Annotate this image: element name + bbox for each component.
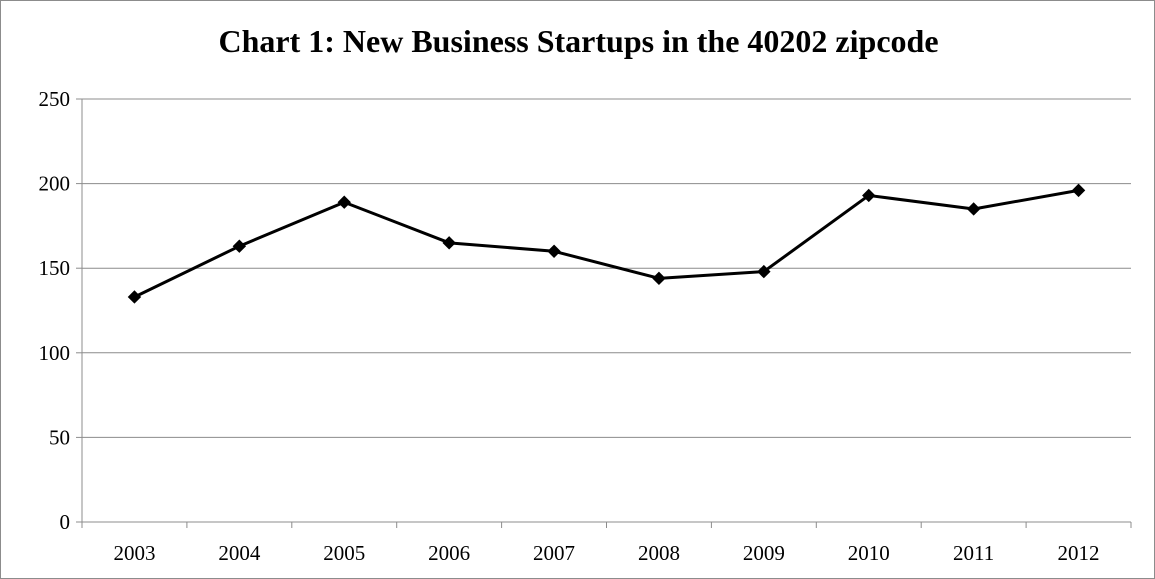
x-tick-label-2008: 2008 <box>638 541 680 565</box>
y-tick-label-200: 200 <box>39 172 71 196</box>
data-point-2011 <box>966 202 981 216</box>
x-tick-label-2005: 2005 <box>323 541 365 565</box>
x-tick-label-2011: 2011 <box>953 541 994 565</box>
x-tick-label-2007: 2007 <box>533 541 575 565</box>
x-tick-label-2006: 2006 <box>428 541 470 565</box>
y-tick-label-250: 250 <box>39 87 71 111</box>
x-tick-label-2004: 2004 <box>218 541 261 565</box>
data-point-2003 <box>127 290 142 304</box>
data-point-2009 <box>757 264 771 279</box>
chart-title: Chart 1: New Business Startups in the 40… <box>218 23 939 59</box>
x-tick-label-2003: 2003 <box>113 541 155 565</box>
series-line-0 <box>133 188 1079 299</box>
data-point-2008 <box>652 271 666 286</box>
data-point-2005 <box>337 195 351 209</box>
x-tick-label-2009: 2009 <box>743 541 785 565</box>
data-point-2004 <box>232 239 247 253</box>
x-tick-label-2010: 2010 <box>848 541 890 565</box>
data-point-2006 <box>442 236 456 250</box>
data-point-2012 <box>1071 183 1086 198</box>
data-point-2007 <box>547 244 561 258</box>
data-point-2010 <box>862 188 876 203</box>
y-tick-label-100: 100 <box>39 341 71 365</box>
y-tick-label-150: 150 <box>39 256 71 280</box>
y-tick-label-50: 50 <box>49 425 70 449</box>
x-tick-label-2012: 2012 <box>1058 541 1100 565</box>
y-tick-label-0: 0 <box>60 510 71 534</box>
